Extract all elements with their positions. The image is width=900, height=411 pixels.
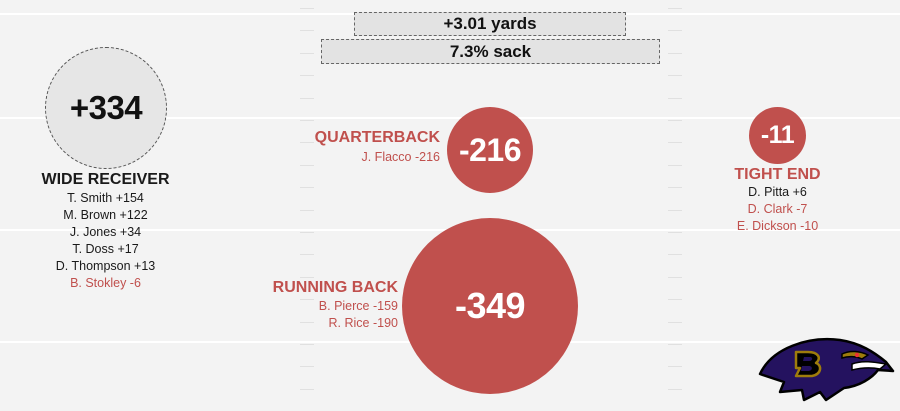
- hash-mark: [668, 53, 682, 54]
- hash-mark: [300, 254, 314, 255]
- running-back-player-list: B. Pierce -159 R. Rice -190: [319, 298, 398, 332]
- player-entry: D. Pitta +6: [748, 185, 807, 199]
- hash-mark: [300, 165, 314, 166]
- hash-mark: [300, 30, 314, 31]
- sack-rate-value: 7.3% sack: [449, 42, 532, 61]
- hash-mark: [300, 277, 314, 278]
- hash-mark: [668, 8, 682, 9]
- player-entry: J. Jones +34: [69, 225, 142, 239]
- running-back-title: RUNNING BACK: [272, 279, 398, 296]
- hash-mark: [668, 142, 682, 143]
- player-entry: T. Smith +154: [67, 191, 144, 205]
- wide-receiver-total: +334: [69, 89, 143, 126]
- yards-per-play-box: +3.01 yards: [354, 12, 626, 36]
- hash-mark: [300, 120, 314, 121]
- hash-mark: [300, 53, 314, 54]
- player-entry: T. Doss +17: [72, 242, 139, 256]
- player-entry: M. Brown +122: [63, 208, 148, 222]
- hash-mark: [668, 232, 682, 233]
- quarterback-circle: -216: [447, 107, 533, 193]
- hash-mark: [300, 366, 314, 367]
- tight-end-circle: -11: [749, 107, 806, 164]
- ravens-logo-icon: [758, 338, 895, 402]
- hash-mark: [300, 142, 314, 143]
- hash-mark: [300, 98, 314, 99]
- tight-end-total: -11: [760, 121, 795, 149]
- hash-mark: [300, 389, 314, 390]
- player-entry: B. Pierce -159: [318, 299, 398, 313]
- yards-per-play-value: +3.01 yards: [443, 14, 537, 33]
- tight-end-title: TIGHT END: [734, 166, 821, 183]
- wide-receiver-title: WIDE RECEIVER: [41, 171, 170, 188]
- hash-mark: [668, 187, 682, 188]
- hash-mark: [668, 322, 682, 323]
- hash-mark: [668, 344, 682, 345]
- running-back-circle: -349: [402, 218, 578, 394]
- sack-rate-box: 7.3% sack: [321, 39, 660, 64]
- hash-mark: [668, 299, 682, 300]
- player-entry: J. Flacco -216: [361, 150, 440, 164]
- player-entry: D. Thompson +13: [55, 259, 156, 273]
- hash-mark: [300, 75, 314, 76]
- quarterback-player-list: J. Flacco -216: [361, 149, 440, 166]
- running-back-total: -349: [454, 285, 526, 326]
- yard-line: [0, 117, 900, 119]
- wide-receiver-circle: +334: [45, 47, 167, 169]
- hash-mark: [668, 389, 682, 390]
- hash-mark: [668, 277, 682, 278]
- quarterback-total: -216: [458, 131, 522, 168]
- hash-mark: [300, 344, 314, 345]
- hash-mark: [668, 254, 682, 255]
- hash-mark: [300, 232, 314, 233]
- hash-mark: [668, 98, 682, 99]
- hash-mark: [300, 299, 314, 300]
- hash-mark: [300, 8, 314, 9]
- hash-mark: [300, 322, 314, 323]
- tight-end-player-list: D. Pitta +6 D. Clark -7 E. Dickson -10: [700, 184, 855, 235]
- hash-mark: [300, 187, 314, 188]
- player-entry: E. Dickson -10: [736, 219, 819, 233]
- wide-receiver-player-list: T. Smith +154 M. Brown +122 J. Jones +34 T.…: [0, 190, 211, 292]
- player-entry: B. Stokley -6: [70, 276, 141, 290]
- quarterback-title: QUARTERBACK: [314, 129, 440, 146]
- player-entry: D. Clark -7: [747, 202, 808, 216]
- hash-mark: [668, 120, 682, 121]
- hash-mark: [668, 165, 682, 166]
- hash-mark: [668, 366, 682, 367]
- player-entry: R. Rice -190: [328, 316, 398, 330]
- hash-mark: [668, 75, 682, 76]
- hash-mark: [300, 210, 314, 211]
- hash-mark: [668, 210, 682, 211]
- hash-mark: [668, 30, 682, 31]
